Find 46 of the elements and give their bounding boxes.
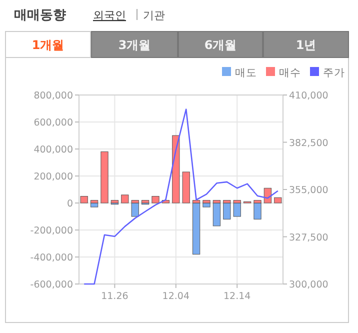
legend-label: 매수 <box>279 67 301 79</box>
chart-title: 매매동향 <box>14 8 66 23</box>
x-tick-label: 12.14 <box>224 291 251 302</box>
bar <box>121 194 129 204</box>
bar <box>202 200 210 204</box>
x-tick-label: 11.26 <box>101 291 128 302</box>
bar <box>90 200 98 204</box>
bar <box>254 202 262 220</box>
y2-tick-label: 327,500 <box>289 232 328 244</box>
y-tick-label: 600,000 <box>34 118 73 128</box>
bar <box>202 202 210 208</box>
y-tick-label: 0 <box>66 198 73 210</box>
line-series <box>83 108 279 285</box>
y2-tick-label: 410,000 <box>289 90 328 102</box>
text: 6개월 <box>204 38 237 52</box>
text: 1개월 <box>32 38 64 52</box>
x-tick-label: 12.04 <box>162 291 190 302</box>
legend-label: 매도 <box>235 67 257 79</box>
y2-tick-label: 382,500 <box>289 138 328 149</box>
bar <box>152 196 160 204</box>
text: 기관 <box>143 9 165 22</box>
y-tick-label: 200,000 <box>34 172 73 182</box>
bar <box>233 202 241 217</box>
bar <box>80 196 88 204</box>
y-tick-label: 800,000 <box>34 90 73 102</box>
bar <box>172 135 180 204</box>
y-tick-label: 400,000 <box>34 144 73 156</box>
legend-label: 주가 <box>323 67 345 79</box>
text: 3개월 <box>118 38 151 52</box>
bar <box>274 197 282 204</box>
y2-tick-label: 300,000 <box>289 280 328 290</box>
text: 외국인 <box>93 9 126 22</box>
bar <box>131 202 139 217</box>
bar <box>141 200 150 204</box>
bar <box>264 188 272 204</box>
bar <box>223 202 231 220</box>
y2-tick-label: 355,000 <box>289 185 328 196</box>
bar <box>182 172 190 204</box>
y-tick-label: -200,000 <box>30 226 73 236</box>
bar <box>110 200 119 204</box>
y-tick-label: -600,000 <box>30 280 73 290</box>
y-tick-label: -400,000 <box>30 252 73 264</box>
bar <box>192 202 200 255</box>
bar <box>212 202 221 226</box>
bar <box>100 151 108 204</box>
text: 1년 <box>296 38 316 52</box>
